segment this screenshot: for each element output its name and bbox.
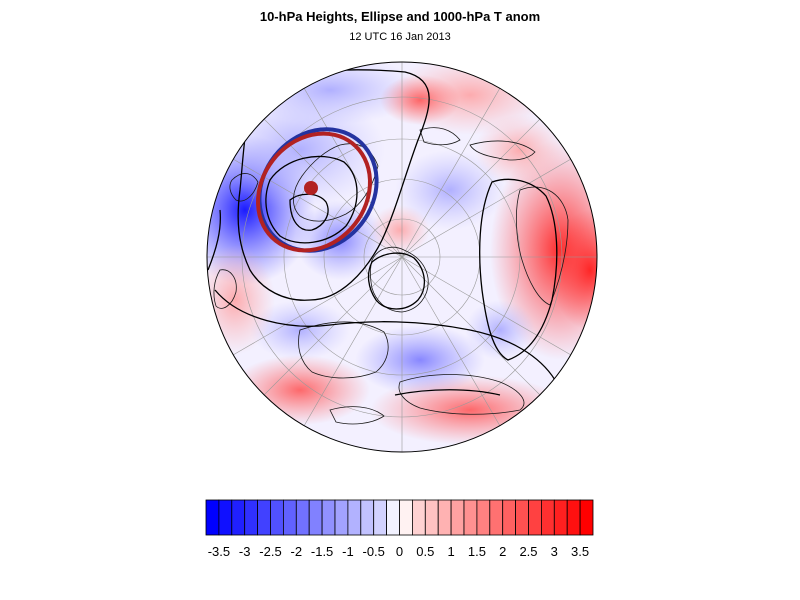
colorbar-box: [321, 499, 336, 536]
colorbar-box: [502, 499, 517, 536]
colorbar-tick-label: -0.5: [362, 544, 384, 559]
colorbar-box: [257, 499, 271, 536]
polar-map: [206, 61, 598, 453]
height-contours: [207, 69, 558, 396]
colorbar-tick-label: 0: [396, 544, 403, 559]
colorbar-tick-label: 2: [499, 544, 506, 559]
colorbar-tick-label: -2: [291, 544, 303, 559]
colorbar-box: [463, 499, 478, 536]
colorbar-box: [566, 499, 581, 536]
colorbar-box: [347, 499, 362, 536]
colorbar-tick-label: -1: [342, 544, 354, 559]
colorbar-box: [205, 499, 220, 536]
chart-title: 10-hPa Heights, Ellipse and 1000-hPa T a…: [259, 9, 541, 24]
colorbar-box: [231, 499, 246, 536]
colorbar-box: [218, 499, 233, 536]
vortex-ellipse-red: [255, 131, 373, 253]
colorbar-box: [282, 499, 297, 536]
colorbar-tick-label: 2.5: [519, 544, 537, 559]
colorbar-box: [437, 499, 452, 536]
ellipse-center-marker: [304, 181, 318, 195]
colorbar-tick-label: 1.5: [468, 544, 486, 559]
chart-subtitle: 12 UTC 16 Jan 2013: [349, 31, 451, 43]
colorbar-tick-label: -3: [239, 544, 251, 559]
colorbar-box: [244, 499, 258, 536]
colorbar-tick-label: -2.5: [259, 544, 281, 559]
colorbar-tick-label: 3.5: [571, 544, 589, 559]
colorbar-box: [373, 499, 388, 536]
colorbar-box: [411, 499, 426, 536]
colorbar-tick-label: -1.5: [311, 544, 333, 559]
colorbar-box: [541, 499, 555, 536]
colorbar-box: [308, 499, 323, 536]
colorbar-box: [489, 499, 504, 536]
colorbar-tick-label: -3.5: [208, 544, 230, 559]
colorbar-box: [270, 499, 284, 536]
colorbar-tick-label: 1: [447, 544, 454, 559]
colorbar-box: [424, 499, 439, 536]
colorbar-box: [553, 499, 568, 536]
colorbar-tick-label: 0.5: [416, 544, 434, 559]
colorbar-box: [476, 499, 491, 536]
colorbar-box: [386, 499, 400, 536]
colorbar-tick-label: 3: [551, 544, 558, 559]
colorbar-box: [528, 499, 542, 536]
colorbar-box: [450, 499, 465, 536]
colorbar-box: [399, 499, 413, 536]
colorbar-box: [295, 499, 310, 536]
colorbar-box: [334, 499, 349, 536]
graticule: [207, 62, 597, 452]
map-boundary: [206, 61, 598, 453]
colorbar-box: [579, 499, 594, 536]
colorbar-box: [360, 499, 375, 536]
colorbar-box: [515, 499, 529, 536]
